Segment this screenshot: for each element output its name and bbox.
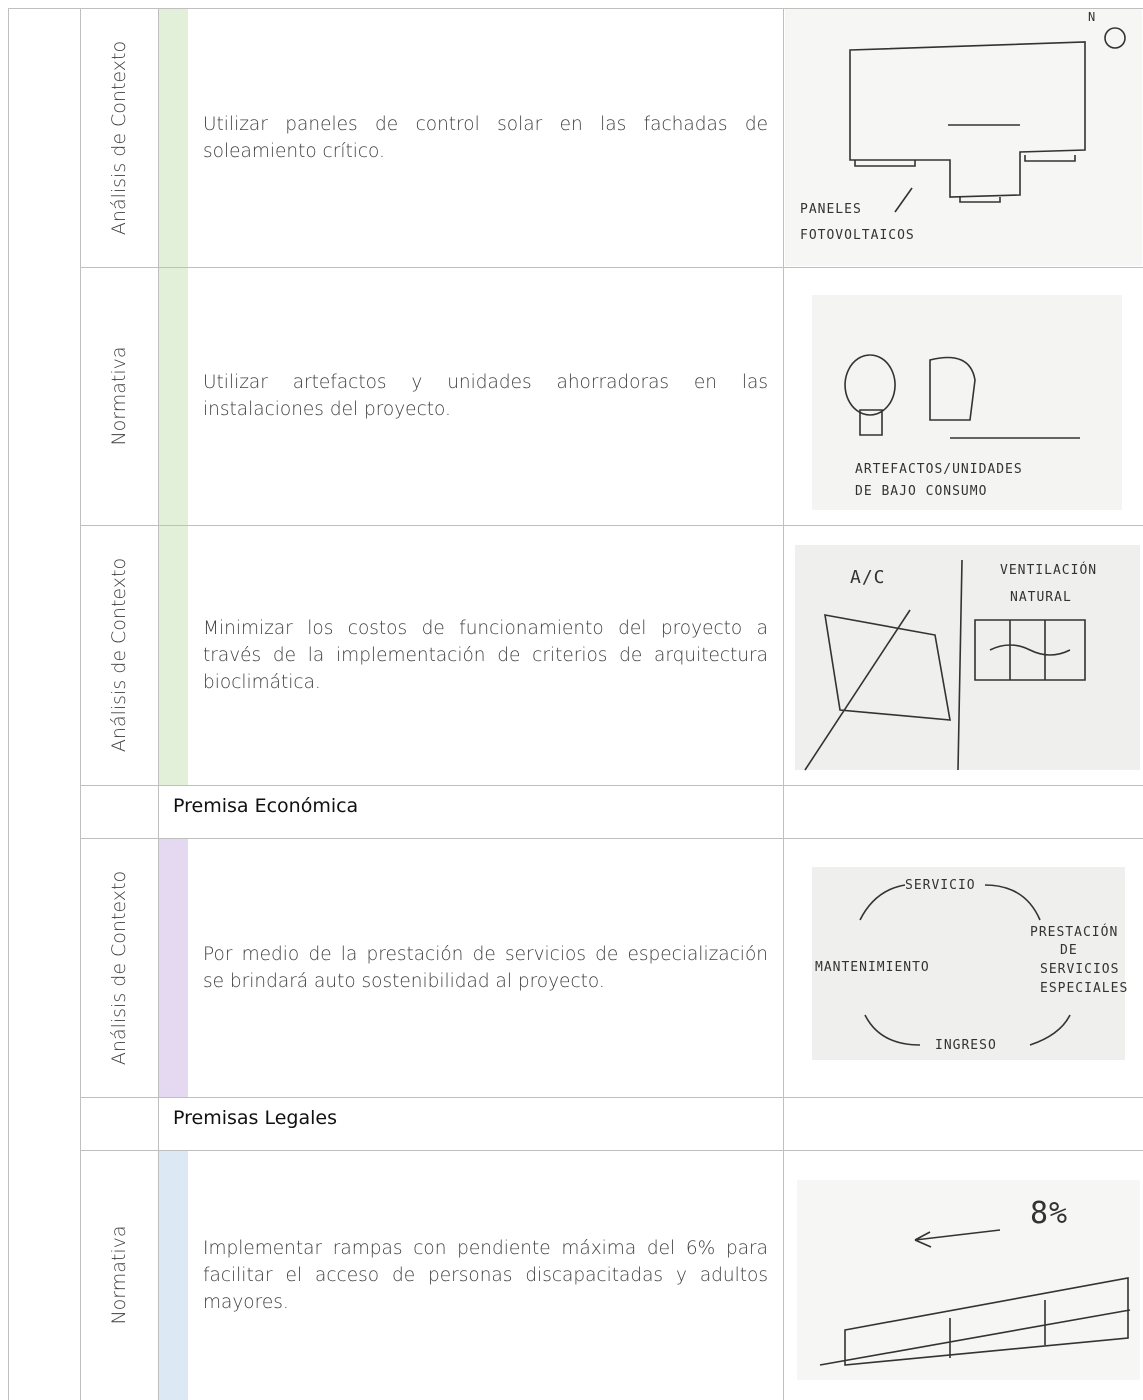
column-border xyxy=(783,8,784,1400)
row-border xyxy=(80,1097,1143,1098)
premise-text: Por medio de la prestación de servicios … xyxy=(203,943,768,992)
column-border xyxy=(158,8,159,1400)
color-strip xyxy=(159,268,188,525)
color-strip xyxy=(159,1151,188,1400)
premise-text: Utilizar artefactos y unidades ahorrador… xyxy=(203,372,768,420)
premise-text: Minimizar los costos de funcionamiento d… xyxy=(203,617,768,693)
premise-text: Utilizar paneles de control solar en las… xyxy=(203,113,768,162)
sketch-label: DE BAJO CONSUMO xyxy=(855,484,988,499)
category-label: Análisis de Contexto xyxy=(108,557,130,753)
sketch-label: NATURAL xyxy=(1010,590,1072,605)
row-border xyxy=(80,838,1143,839)
table-border xyxy=(8,8,1143,9)
color-strip xyxy=(159,526,188,785)
row-border xyxy=(80,525,1143,526)
sketch-label: DE xyxy=(1060,943,1078,958)
sketch-label: PRESTACIÓN xyxy=(1030,925,1119,940)
category-label: Normativa xyxy=(108,346,130,446)
sketch-label: INGRESO xyxy=(935,1038,997,1053)
sketch-label: FOTOVOLTAICOS xyxy=(800,228,915,243)
row-border xyxy=(80,1150,1143,1151)
row-border xyxy=(80,267,1143,268)
section-title: Premisas Legales xyxy=(173,1107,337,1129)
sketch-label: N xyxy=(1088,10,1097,24)
color-strip xyxy=(159,9,188,267)
category-label: Análisis de Contexto xyxy=(108,40,130,235)
section-title: Premisa Económica xyxy=(173,795,359,817)
premise-text: Implementar rampas con pendiente máxima … xyxy=(203,1237,768,1313)
sketch-label: 8% xyxy=(1030,1196,1069,1231)
category-label: Normativa xyxy=(108,1225,130,1325)
category-label: Análisis de Contexto xyxy=(108,870,130,1065)
sketch-label: SERVICIOS xyxy=(1040,962,1120,977)
sketch-label: A/C xyxy=(850,567,886,588)
sketch-label: MANTENIMIENTO xyxy=(815,960,930,975)
row-border xyxy=(80,785,1143,786)
sketch-label: ESPECIALES xyxy=(1040,981,1129,996)
column-border xyxy=(80,8,81,1400)
sketch-label: SERVICIO xyxy=(905,878,976,893)
sketch-label: PANELES xyxy=(800,202,862,217)
color-strip xyxy=(159,839,188,1097)
sketch-label: ARTEFACTOS/UNIDADES xyxy=(855,462,1023,477)
column-border xyxy=(8,8,9,1400)
sketch-label: VENTILACIÓN xyxy=(1000,563,1098,578)
